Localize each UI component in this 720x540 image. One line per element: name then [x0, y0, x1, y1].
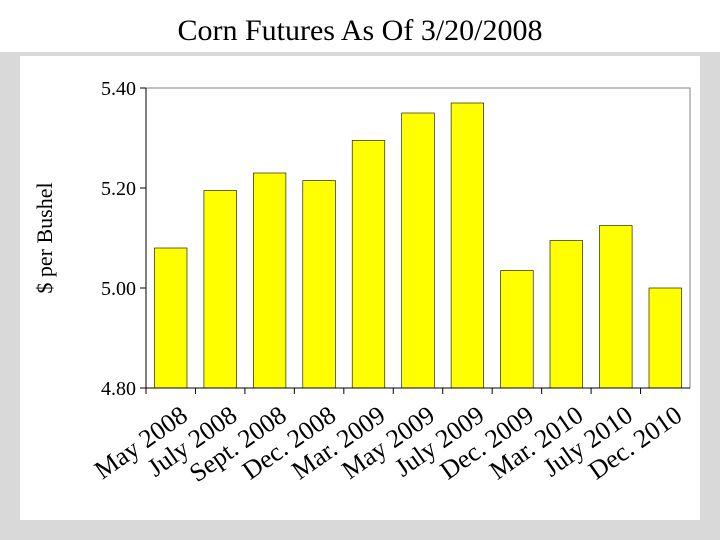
bar	[302, 180, 336, 389]
y-tick-label: 5.00	[101, 278, 136, 300]
bar	[351, 140, 386, 389]
bar	[154, 247, 188, 389]
chart-frame: 4.80 5.00 5.20 5.40 May 2008 July 2008 Sept. …	[0, 52, 720, 540]
slide-title: Corn Futures As Of 3/20/2008	[177, 14, 543, 47]
y-axis-title: $ per Bushel	[32, 182, 57, 293]
y-tick-label: 5.20	[101, 178, 136, 200]
y-axis-ticks: 4.80 5.00 5.20 5.40	[101, 78, 146, 400]
bar	[648, 287, 682, 389]
bar	[599, 225, 633, 389]
y-tick-label: 5.40	[101, 78, 136, 100]
bar	[500, 270, 534, 389]
bar	[401, 112, 435, 389]
bar	[203, 190, 237, 389]
y-tick-label: 4.80	[101, 378, 136, 400]
bar	[549, 240, 583, 389]
bar	[253, 172, 287, 389]
bars-layer	[154, 102, 682, 389]
bar	[450, 102, 485, 389]
